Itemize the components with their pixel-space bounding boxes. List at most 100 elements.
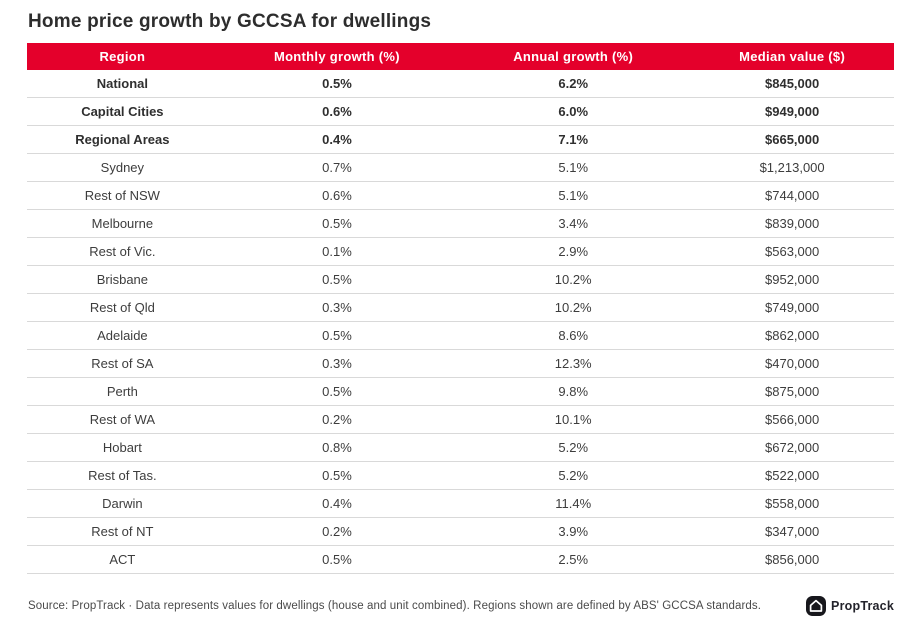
table-row: Rest of NSW 0.6% 5.1% $744,000 [27, 181, 894, 210]
cell-region: Melbourne [27, 209, 218, 238]
cell-median-value: $470,000 [690, 349, 894, 378]
cell-annual-growth: 2.9% [456, 237, 691, 266]
cell-region: Regional Areas [27, 125, 218, 154]
cell-median-value: $862,000 [690, 321, 894, 350]
cell-region: National [27, 70, 218, 98]
cell-median-value: $1,213,000 [690, 153, 894, 182]
cell-median-value: $672,000 [690, 433, 894, 462]
cell-region: Brisbane [27, 265, 218, 294]
cell-monthly-growth: 0.3% [217, 293, 457, 322]
cell-monthly-growth: 0.2% [217, 405, 457, 434]
cell-monthly-growth: 0.5% [217, 545, 457, 574]
footer: Source: PropTrack · Data represents valu… [28, 596, 894, 616]
table-row: National 0.5% 6.2% $845,000 [27, 70, 894, 98]
cell-region: Sydney [27, 153, 218, 182]
table-row: Capital Cities 0.6% 6.0% $949,000 [27, 97, 894, 126]
cell-monthly-growth: 0.1% [217, 237, 457, 266]
cell-region: Darwin [27, 489, 218, 518]
cell-annual-growth: 9.8% [456, 377, 691, 406]
cell-annual-growth: 6.2% [456, 70, 691, 98]
cell-annual-growth: 8.6% [456, 321, 691, 350]
cell-annual-growth: 11.4% [456, 489, 691, 518]
cell-region: Hobart [27, 433, 218, 462]
table-row: Rest of Tas. 0.5% 5.2% $522,000 [27, 461, 894, 490]
table-header: Region Monthly growth (%) Annual growth … [27, 43, 894, 70]
cell-region: Rest of NT [27, 517, 218, 546]
cell-monthly-growth: 0.5% [217, 321, 457, 350]
table-row: Perth 0.5% 9.8% $875,000 [27, 377, 894, 406]
table-row: Rest of Qld 0.3% 10.2% $749,000 [27, 293, 894, 322]
table-row: Rest of NT 0.2% 3.9% $347,000 [27, 517, 894, 546]
house-icon [806, 596, 827, 616]
table-row: Sydney 0.7% 5.1% $1,213,000 [27, 153, 894, 182]
page-title: Home price growth by GCCSA for dwellings [28, 11, 432, 32]
cell-region: Perth [27, 377, 218, 406]
cell-median-value: $665,000 [690, 125, 894, 154]
cell-region: Rest of Qld [27, 293, 218, 322]
table-row: Darwin 0.4% 11.4% $558,000 [27, 489, 894, 518]
table-body: National 0.5% 6.2% $845,000 Capital Cities 0.… [27, 70, 894, 574]
table-row: ACT 0.5% 2.5% $856,000 [27, 545, 894, 574]
cell-median-value: $749,000 [690, 293, 894, 322]
cell-monthly-growth: 0.6% [217, 181, 457, 210]
cell-median-value: $744,000 [690, 181, 894, 210]
cell-median-value: $566,000 [690, 405, 894, 434]
cell-median-value: $856,000 [690, 545, 894, 574]
cell-median-value: $875,000 [690, 377, 894, 406]
cell-median-value: $522,000 [690, 461, 894, 490]
cell-median-value: $949,000 [690, 97, 894, 126]
cell-annual-growth: 10.1% [456, 405, 691, 434]
cell-monthly-growth: 0.5% [217, 209, 457, 238]
cell-monthly-growth: 0.4% [217, 489, 457, 518]
column-header-monthly: Monthly growth (%) [217, 43, 457, 70]
cell-median-value: $839,000 [690, 209, 894, 238]
cell-region: Capital Cities [27, 97, 218, 126]
cell-monthly-growth: 0.5% [217, 377, 457, 406]
cell-annual-growth: 7.1% [456, 125, 691, 154]
table-row: Adelaide 0.5% 8.6% $862,000 [27, 321, 894, 350]
cell-annual-growth: 12.3% [456, 349, 691, 378]
cell-annual-growth: 5.1% [456, 153, 691, 182]
cell-monthly-growth: 0.5% [217, 461, 457, 490]
cell-region: Adelaide [27, 321, 218, 350]
price-growth-table: Region Monthly growth (%) Annual growth … [27, 43, 894, 574]
cell-annual-growth: 10.2% [456, 265, 691, 294]
cell-monthly-growth: 0.8% [217, 433, 457, 462]
cell-annual-growth: 10.2% [456, 293, 691, 322]
proptrack-logo: PropTrack [806, 596, 894, 616]
column-header-region: Region [27, 43, 218, 70]
header-row: Region Monthly growth (%) Annual growth … [27, 43, 894, 70]
cell-region: Rest of WA [27, 405, 218, 434]
cell-median-value: $563,000 [690, 237, 894, 266]
cell-monthly-growth: 0.6% [217, 97, 457, 126]
cell-monthly-growth: 0.5% [217, 70, 457, 98]
cell-annual-growth: 5.1% [456, 181, 691, 210]
cell-median-value: $347,000 [690, 517, 894, 546]
cell-median-value: $952,000 [690, 265, 894, 294]
table-row: Hobart 0.8% 5.2% $672,000 [27, 433, 894, 462]
cell-region: Rest of SA [27, 349, 218, 378]
table-row: Rest of SA 0.3% 12.3% $470,000 [27, 349, 894, 378]
cell-median-value: $845,000 [690, 70, 894, 98]
cell-region: Rest of Tas. [27, 461, 218, 490]
cell-annual-growth: 6.0% [456, 97, 691, 126]
cell-annual-growth: 5.2% [456, 461, 691, 490]
cell-annual-growth: 2.5% [456, 545, 691, 574]
cell-annual-growth: 3.9% [456, 517, 691, 546]
table-row: Rest of Vic. 0.1% 2.9% $563,000 [27, 237, 894, 266]
cell-region: ACT [27, 545, 218, 574]
cell-monthly-growth: 0.2% [217, 517, 457, 546]
cell-monthly-growth: 0.5% [217, 265, 457, 294]
cell-monthly-growth: 0.4% [217, 125, 457, 154]
table-row: Brisbane 0.5% 10.2% $952,000 [27, 265, 894, 294]
cell-region: Rest of Vic. [27, 237, 218, 266]
cell-region: Rest of NSW [27, 181, 218, 210]
table-row: Rest of WA 0.2% 10.1% $566,000 [27, 405, 894, 434]
column-header-median: Median value ($) [690, 43, 894, 70]
table-row: Melbourne 0.5% 3.4% $839,000 [27, 209, 894, 238]
cell-median-value: $558,000 [690, 489, 894, 518]
cell-monthly-growth: 0.7% [217, 153, 457, 182]
source-text: Source: PropTrack · Data represents valu… [28, 600, 762, 612]
cell-annual-growth: 3.4% [456, 209, 691, 238]
